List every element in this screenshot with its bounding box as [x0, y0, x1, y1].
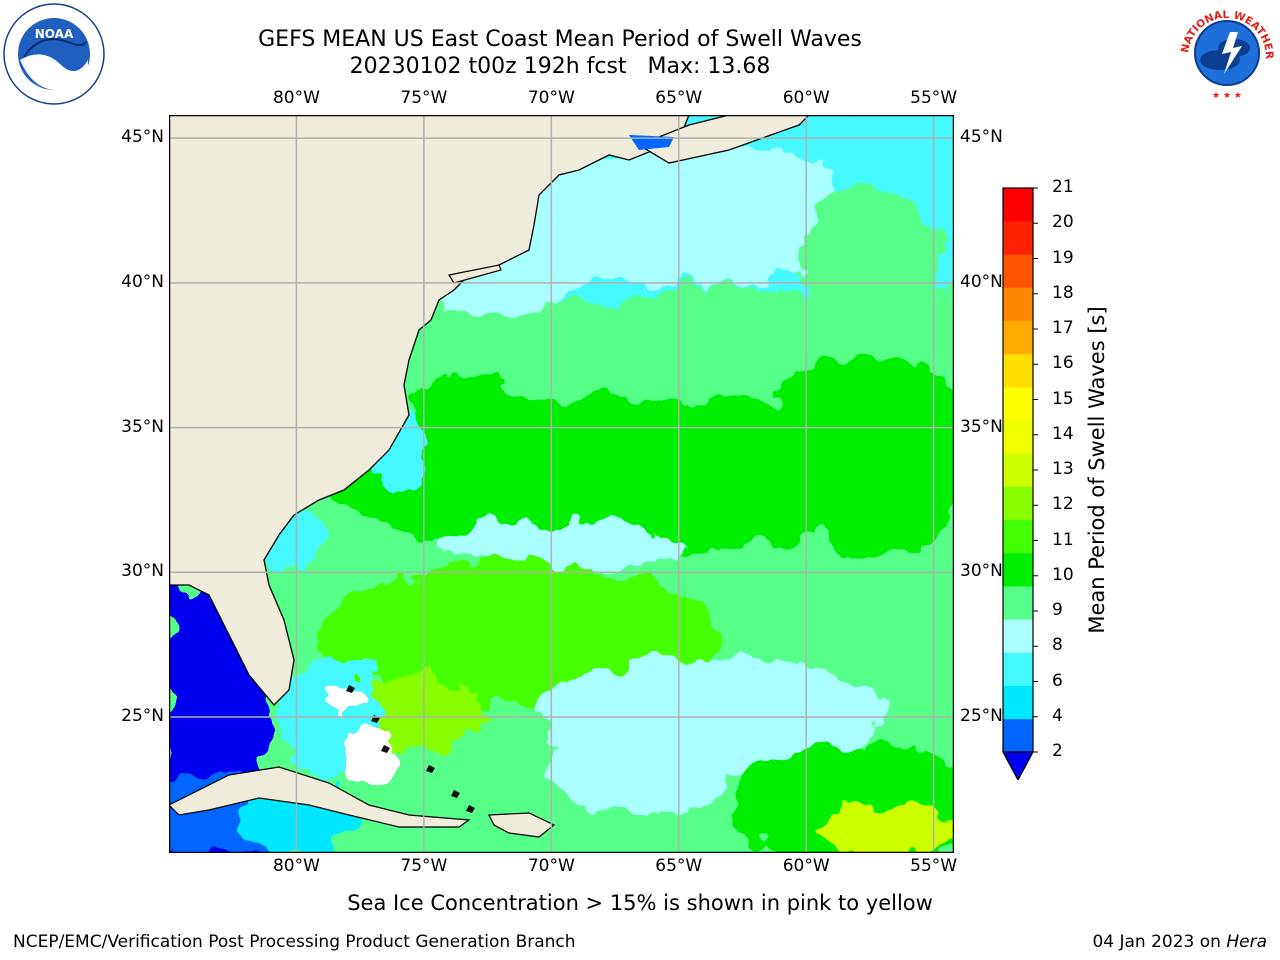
- colorbar: [1001, 187, 1038, 780]
- footer-date: 04 Jan 2023 on Hera: [1092, 932, 1267, 952]
- lon-label-bottom: 75°W: [400, 856, 448, 876]
- colorbar-swatch: [1003, 652, 1033, 686]
- colorbar-tick-label: 14: [1052, 423, 1074, 444]
- lon-label-top: 65°W: [655, 88, 703, 108]
- title-line-2: 20230102 t00z 192h fcst Max: 13.68: [349, 54, 771, 79]
- colorbar-tick-label: 16: [1052, 353, 1074, 374]
- colorbar-tick-label: 18: [1052, 282, 1074, 303]
- lon-label-bottom: 55°W: [910, 856, 958, 876]
- lat-label-right: 25°N: [960, 705, 1003, 726]
- colorbar-tick-label: 2: [1052, 741, 1063, 761]
- lat-label-right: 30°N: [960, 561, 1003, 582]
- lat-label-left: 30°N: [121, 561, 164, 582]
- map-title: GEFS MEAN US East Coast Mean Period of S…: [200, 26, 920, 80]
- map-panel: [169, 115, 954, 853]
- sea-ice-note: Sea Ice Concentration > 15% is shown in …: [347, 891, 933, 915]
- wave-field: [169, 115, 954, 853]
- lon-label-top: 60°W: [782, 88, 830, 108]
- lat-label-right: 45°N: [960, 127, 1003, 148]
- svg-text:★ ★ ★: ★ ★ ★: [1212, 91, 1242, 101]
- colorbar-swatch: [1003, 320, 1033, 355]
- colorbar-swatch: [1003, 718, 1033, 753]
- lat-label-left: 35°N: [121, 416, 164, 437]
- lat-label-left: 45°N: [121, 127, 164, 148]
- colorbar-tick-label: 21: [1052, 177, 1074, 197]
- colorbar-swatch: [1003, 287, 1033, 322]
- lon-label-bottom: 80°W: [272, 856, 320, 876]
- colorbar-tick-label: 17: [1052, 318, 1074, 338]
- colorbar-swatch: [1003, 619, 1033, 653]
- colorbar-swatch: [1003, 353, 1033, 388]
- colorbar-tick-label: 19: [1052, 247, 1074, 268]
- colorbar-swatch: [1003, 188, 1033, 222]
- colorbar-swatch: [1003, 221, 1033, 255]
- footer-credit: NCEP/EMC/Verification Post Processing Pr…: [13, 932, 576, 952]
- colorbar-swatch: [1003, 519, 1033, 554]
- lon-label-top: 55°W: [910, 88, 958, 108]
- lon-label-top: 75°W: [400, 88, 448, 108]
- lon-label-bottom: 65°W: [655, 856, 703, 876]
- footer-machine: Hera: [1226, 932, 1267, 952]
- colorbar-tick-label: 9: [1052, 600, 1063, 620]
- colorbar-tick-label: 10: [1052, 564, 1074, 585]
- colorbar-swatch: [1003, 420, 1033, 454]
- colorbar-swatch: [1003, 486, 1033, 521]
- nws-logo: NATIONAL WEATHER SERVICE ★ ★ ★: [1176, 2, 1276, 102]
- lat-label-left: 40°N: [121, 271, 164, 292]
- lon-label-top: 70°W: [527, 88, 575, 108]
- lon-label-bottom: 70°W: [527, 856, 575, 876]
- colorbar-swatch: [1003, 387, 1033, 421]
- colorbar-title: Mean Period of Swell Waves [s]: [1085, 306, 1109, 634]
- lat-label-right: 40°N: [960, 271, 1003, 292]
- colorbar-tick-label: 11: [1052, 529, 1074, 550]
- colorbar-tick-label: 4: [1052, 705, 1063, 726]
- lat-label-right: 35°N: [960, 416, 1003, 437]
- land-north-america: [169, 115, 690, 706]
- colorbar-swatch: [1003, 453, 1033, 487]
- colorbar-swatch: [1003, 685, 1033, 720]
- title-line-1: GEFS MEAN US East Coast Mean Period of S…: [258, 27, 862, 52]
- footer-date-text: 04 Jan 2023 on: [1092, 932, 1227, 952]
- colorbar-tick-label: 13: [1052, 459, 1074, 479]
- colorbar-swatch: [1003, 254, 1033, 288]
- lon-label-bottom: 60°W: [782, 856, 830, 876]
- svg-text:NOAA: NOAA: [35, 27, 74, 41]
- noaa-logo: NOAA: [3, 3, 105, 105]
- colorbar-tick-label: 15: [1052, 388, 1074, 409]
- colorbar-under-arrow: [1001, 751, 1035, 780]
- graticule: [169, 115, 954, 853]
- colorbar-tick-label: 12: [1052, 494, 1074, 515]
- colorbar-tick-label: 20: [1052, 212, 1074, 233]
- colorbar-swatch: [1003, 586, 1033, 620]
- colorbar-swatch: [1003, 552, 1033, 587]
- colorbar-tick-label: 6: [1052, 670, 1063, 691]
- colorbar-tick-label: 8: [1052, 635, 1063, 656]
- lon-label-top: 80°W: [272, 88, 320, 108]
- lat-label-left: 25°N: [121, 705, 164, 726]
